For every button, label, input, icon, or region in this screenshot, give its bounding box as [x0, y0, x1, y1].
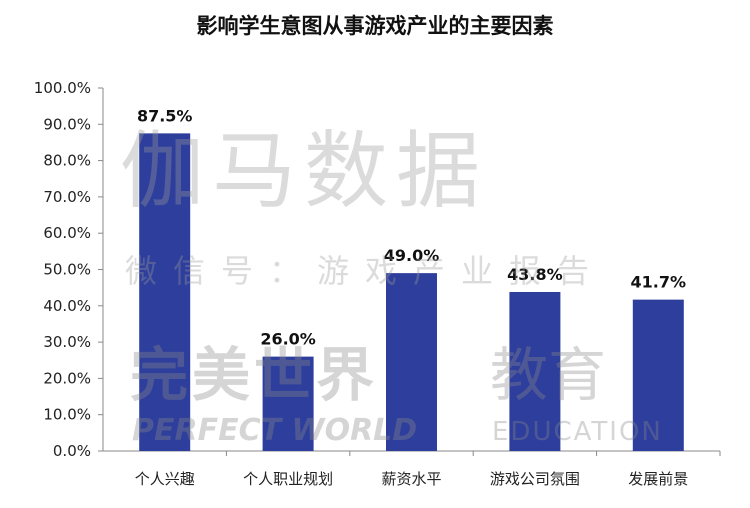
y-tick-label: 10.0% — [43, 406, 91, 424]
y-tick-label: 40.0% — [43, 297, 91, 315]
category-label: 游戏公司氛围 — [490, 470, 580, 488]
data-label: 87.5% — [137, 106, 193, 125]
bar — [632, 299, 684, 451]
y-tick-label: 20.0% — [43, 369, 91, 387]
chart-title: 影响学生意图从事游戏产业的主要因素 — [196, 14, 554, 38]
y-tick-label: 0.0% — [53, 442, 91, 460]
data-label: 26.0% — [260, 330, 316, 349]
watermark-gamma-data: 伽马数据 — [120, 122, 488, 220]
watermark: 伽马数据 微信号：游戏产业报告 完美世界 PERFECT WORLD 教育 ED… — [120, 122, 663, 448]
bar — [139, 133, 191, 451]
data-labels: 87.5% 26.0% 49.0% 43.8% 41.7% — [137, 106, 686, 348]
y-tick-label: 70.0% — [43, 188, 91, 206]
y-axis: 0.0% 10.0% 20.0% 30.0% 40.0% 50.0% 60.0% 70.0% 8… — [34, 79, 720, 460]
category-label: 个人职业规划 — [243, 470, 333, 488]
y-tick-label: 100.0% — [34, 79, 91, 97]
y-tick-label: 30.0% — [43, 333, 91, 351]
bars — [139, 133, 684, 451]
category-label: 薪资水平 — [381, 470, 441, 488]
y-tick-label: 80.0% — [43, 152, 91, 170]
y-tick-label: 90.0% — [43, 115, 91, 133]
watermark-edu-en: EDUCATION — [492, 417, 663, 447]
category-label: 发展前景 — [628, 470, 688, 488]
bar — [262, 356, 314, 451]
bar — [509, 292, 561, 451]
data-label: 41.7% — [631, 273, 687, 292]
category-label: 个人兴趣 — [135, 470, 195, 488]
watermark-brand-en: PERFECT WORLD — [132, 413, 417, 448]
category-labels: 个人兴趣 个人职业规划 薪资水平 游戏公司氛围 发展前景 — [135, 451, 721, 488]
bar — [386, 273, 437, 451]
watermark-wechat-id: 微信号：游戏产业报告 — [125, 252, 605, 290]
y-tick-label: 50.0% — [43, 261, 91, 279]
watermark-brand-cn: 完美世界 — [130, 341, 378, 409]
y-tick-label: 60.0% — [43, 224, 91, 242]
data-label: 43.8% — [507, 265, 563, 284]
data-label: 49.0% — [384, 246, 440, 265]
watermark-edu-cn: 教育 — [490, 341, 606, 409]
